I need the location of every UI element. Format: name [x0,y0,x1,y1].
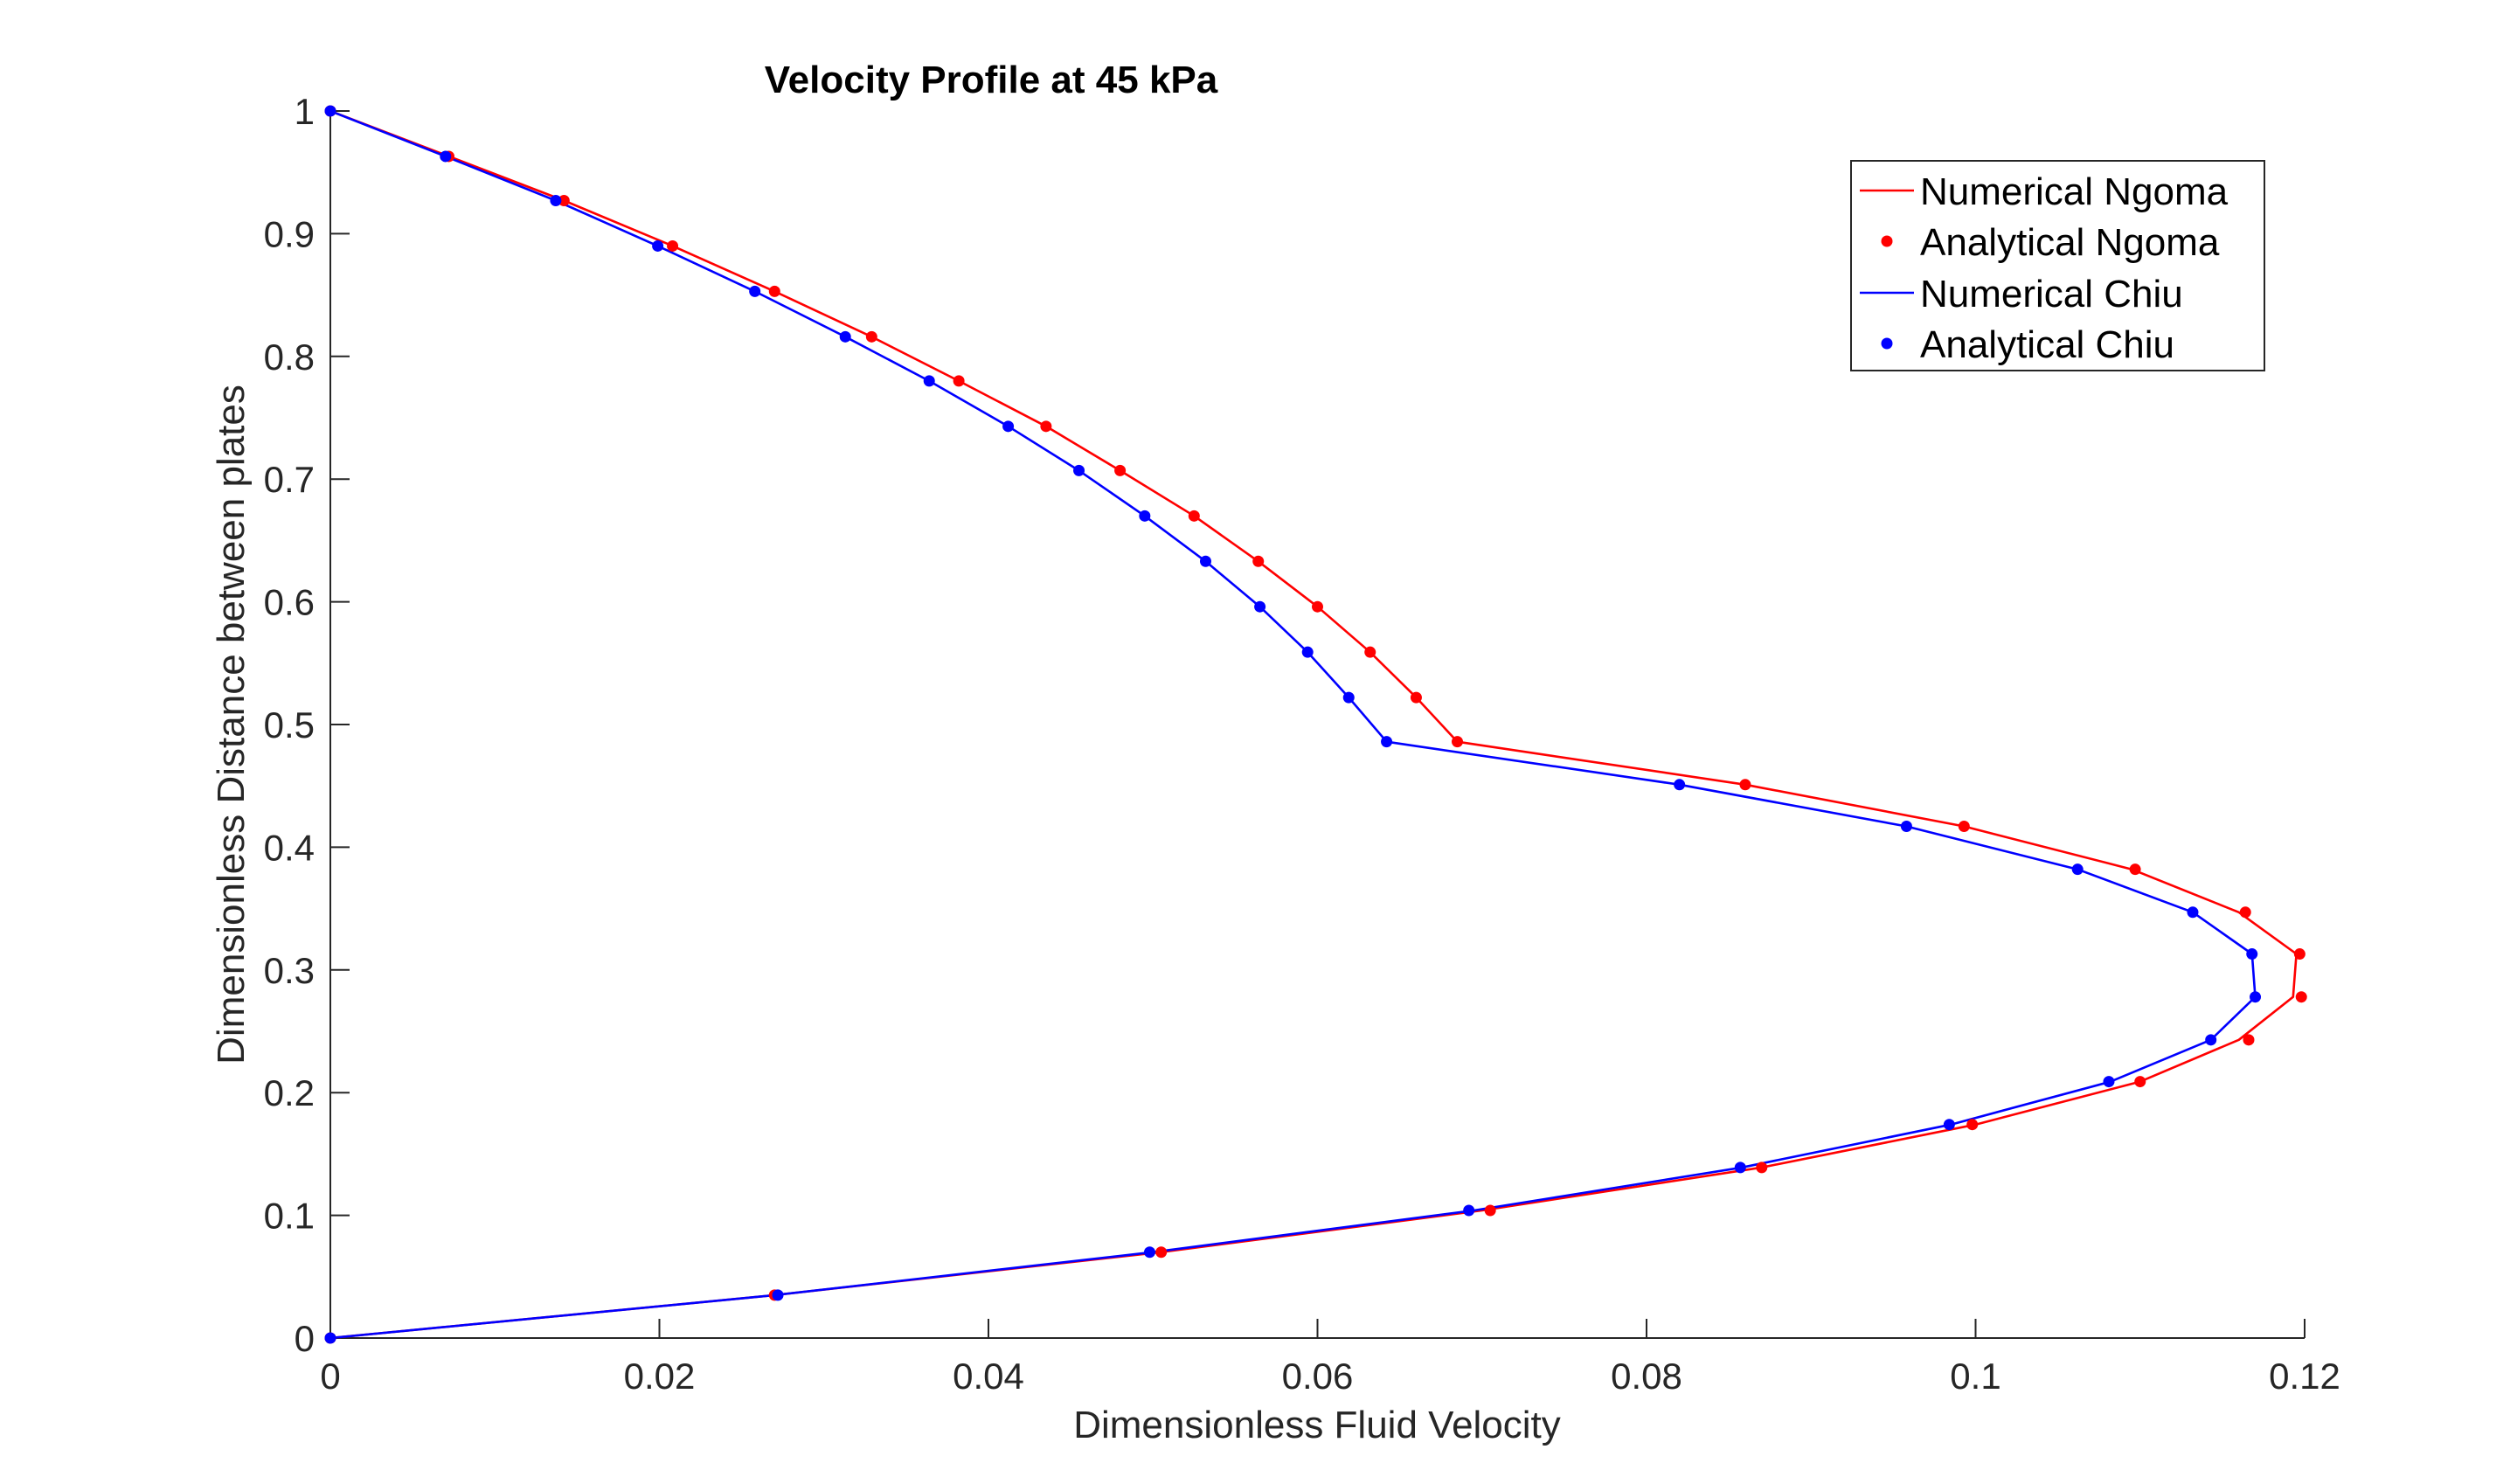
data-point-analytical-ngoma [1155,1246,1168,1259]
data-point-analytical-chiu [2103,1076,2115,1088]
data-point-analytical-ngoma [1252,555,1265,567]
data-point-analytical-chiu [923,375,935,387]
data-point-analytical-chiu [2071,863,2084,876]
data-point-analytical-chiu [440,150,452,163]
legend-swatch-analytical-ngoma [1881,235,1893,247]
y-tick-label: 0 [295,1318,315,1359]
x-tick-label: 0.1 [1950,1356,2000,1397]
legend-box [1850,160,2265,371]
data-point-analytical-chiu [2246,948,2258,960]
data-point-analytical-ngoma [1364,646,1376,658]
y-tick-label: 0.8 [264,336,315,378]
x-tick-label: 0.02 [624,1356,696,1397]
data-point-analytical-ngoma [1484,1204,1496,1217]
data-point-analytical-chiu [1342,691,1355,704]
data-point-analytical-chiu [1199,555,1211,567]
data-point-analytical-chiu [2205,1034,2217,1046]
x-tick-label: 0 [320,1356,340,1397]
data-point-analytical-ngoma [1966,1119,1979,1131]
data-point-analytical-ngoma [1739,779,1751,791]
data-point-analytical-chiu [550,194,562,206]
data-point-analytical-chiu [1943,1119,1955,1131]
data-point-analytical-chiu [1254,600,1266,613]
y-axis-ticks: 0 0.1 0.2 0.3 0.4 0.5 0.6 0.7 0.8 0.9 1 [264,91,350,1359]
x-tick-label: 0.06 [1282,1356,1354,1397]
y-tick-label: 0.4 [264,827,315,868]
legend-label-numerical-ngoma: Numerical Ngoma [1920,170,2229,213]
data-point-analytical-chiu [652,239,664,252]
x-axis-title: Dimensionless Fluid Velocity [1073,1404,1561,1446]
data-point-analytical-chiu [324,1332,336,1344]
data-point-analytical-ngoma [1040,420,1052,433]
data-point-analytical-chiu [749,285,761,297]
data-point-analytical-chiu [1463,1204,1475,1217]
data-point-analytical-chiu [1301,646,1314,658]
data-point-analytical-chiu [1381,736,1393,748]
y-tick-label: 0.1 [264,1196,315,1237]
legend-label-analytical-chiu: Analytical Chiu [1920,323,2174,366]
data-point-analytical-chiu [1734,1162,1746,1174]
y-tick-label: 0.3 [264,950,315,991]
data-point-analytical-chiu [1139,510,1151,522]
data-point-analytical-ngoma [558,194,570,206]
data-point-analytical-chiu [1674,779,1686,791]
legend-label-numerical-chiu: Numerical Chiu [1920,273,2183,316]
x-tick-label: 0.08 [1611,1356,1682,1397]
data-point-analytical-ngoma [2295,991,2307,1003]
data-point-analytical-ngoma [2134,1076,2146,1088]
data-point-analytical-chiu [324,105,336,117]
data-point-analytical-ngoma [1188,510,1200,522]
data-point-analytical-chiu [2250,991,2262,1003]
y-tick-label: 0.7 [264,459,315,500]
data-point-analytical-ngoma [1756,1162,1768,1174]
data-point-analytical-chiu [2187,906,2199,919]
data-point-analytical-ngoma [1312,600,1323,613]
data-point-analytical-chiu [1143,1246,1155,1259]
data-point-analytical-chiu [839,330,851,343]
data-point-analytical-ngoma [1114,464,1127,476]
data-point-analytical-ngoma [953,375,965,387]
y-tick-label: 0.2 [264,1072,315,1113]
y-tick-label: 1 [295,91,315,132]
x-axis-ticks: 0 0.02 0.04 0.06 0.08 0.1 0.12 [320,1319,2340,1397]
data-point-analytical-chiu [1002,420,1015,433]
y-tick-label: 0.6 [264,582,315,623]
y-tick-label: 0.5 [264,704,315,745]
x-tick-label: 0.04 [953,1356,1024,1397]
data-point-analytical-ngoma [2293,948,2306,960]
data-point-analytical-ngoma [2243,1034,2255,1046]
data-point-analytical-chiu [1073,464,1085,476]
data-point-analytical-chiu [1900,821,1912,833]
data-point-analytical-ngoma [667,239,679,252]
legend: Numerical Ngoma Analytical Ngoma Numerical… [1850,160,2265,371]
series-layer [324,105,2307,1344]
legend-label-analytical-ngoma: Analytical Ngoma [1920,221,2220,264]
data-point-analytical-ngoma [1452,736,1464,748]
data-point-analytical-ngoma [865,330,877,343]
data-point-analytical-ngoma [1958,821,1970,833]
data-point-analytical-ngoma [768,285,780,297]
data-point-analytical-chiu [772,1289,784,1301]
x-tick-label: 0.12 [2269,1356,2340,1397]
data-point-analytical-ngoma [2239,906,2251,919]
y-axis-title: Dimensionless Distance between plates [210,385,253,1064]
data-point-analytical-ngoma [1410,691,1422,704]
data-point-analytical-ngoma [2129,863,2141,876]
legend-swatch-analytical-chiu [1881,337,1893,350]
chart-title: Velocity Profile at 45 kPa [765,59,1218,101]
y-tick-label: 0.9 [264,213,315,254]
